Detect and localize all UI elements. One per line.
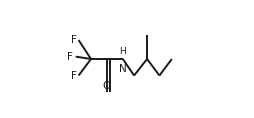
Text: F: F	[67, 52, 73, 62]
Text: N: N	[119, 64, 127, 74]
Text: O: O	[103, 81, 111, 91]
Text: H: H	[119, 47, 126, 56]
Text: F: F	[71, 71, 76, 81]
Text: F: F	[71, 35, 76, 44]
